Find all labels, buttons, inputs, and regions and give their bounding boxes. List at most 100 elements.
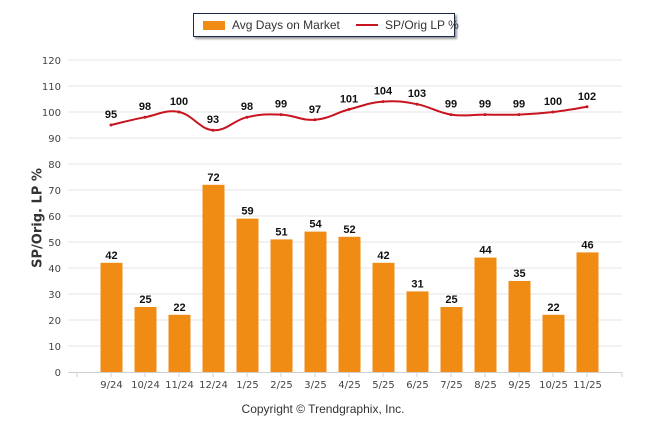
x-tick-label: 4/25 [338,380,360,391]
bar [542,314,565,372]
line-data-label: 99 [445,99,457,111]
line-point [381,100,385,104]
x-tick-label: 9/24 [100,380,122,391]
x-tick-label: 5/25 [372,380,394,391]
bar [406,291,429,372]
line-point [313,118,317,122]
line-point [211,128,215,132]
bar [372,262,395,372]
line-data-label: 95 [105,109,117,121]
y-tick-label: 90 [48,134,61,145]
bar [100,262,123,372]
y-tick-label: 100 [42,108,61,119]
line-point [143,115,147,119]
x-tick-label: 3/25 [304,380,326,391]
line-data-label: 101 [340,93,358,105]
x-tick-label: 9/25 [508,380,530,391]
bar-data-label: 25 [139,294,151,306]
legend-line-swatch [356,24,378,26]
x-tick-label: 6/25 [406,380,428,391]
bar-data-label: 51 [275,226,287,238]
line-point [483,113,487,117]
line-data-labels: 95 98 100 93 98 99 97 101 104 103 99 99 99 100 102 [105,86,596,127]
line-data-label: 97 [309,104,321,116]
line-point [449,113,453,117]
bar-data-labels: 42 25 22 72 59 51 54 52 42 31 25 44 35 22 46 [105,172,593,314]
bar [338,236,361,372]
bar [508,281,531,372]
line-point [279,113,283,117]
y-tick-label: 20 [48,316,61,327]
legend-line-label: SP/Orig LP % [385,18,459,32]
bar [270,239,293,372]
line-point [551,110,555,114]
line-point [585,105,589,109]
line-data-label: 99 [479,99,491,111]
bar [474,257,497,372]
x-tick-label: 11/24 [165,380,194,391]
line-point [177,110,181,114]
line-data-label: 98 [241,101,253,113]
line-series [109,100,589,132]
legend: Avg Days on Market SP/Orig LP % [193,13,459,37]
bar-data-label: 44 [479,245,492,257]
bar-data-label: 31 [411,278,423,290]
bar-data-label: 25 [445,294,457,306]
bar-data-label: 35 [513,268,525,280]
bar [202,184,225,372]
bar [236,218,259,372]
line-point [109,123,113,127]
copyright-text: Copyright © Trendgraphix, Inc. [241,402,405,416]
bar-data-label: 54 [309,219,322,231]
bar [576,252,599,372]
line-point [517,113,521,117]
y-tick-label: 0 [55,368,61,379]
y-tick-label: 50 [48,238,61,249]
bar-data-label: 59 [241,206,253,218]
bar-series [100,184,599,372]
line-data-label: 100 [170,96,188,108]
line-data-label: 104 [374,86,393,98]
line-data-label: 99 [513,99,525,111]
y-axis-title: SP/Orig. LP % [30,168,46,268]
bar-data-label: 42 [377,250,389,262]
x-tick-label: 10/25 [539,380,568,391]
x-axis: 9/24 10/24 11/24 12/24 1/25 2/25 3/25 4/25 5/25 6… [68,372,623,391]
x-tick-label: 10/24 [131,380,160,391]
line-data-label: 99 [275,99,287,111]
y-tick-label: 80 [48,160,61,171]
bar-data-label: 52 [343,224,355,236]
y-tick-label: 40 [48,264,61,275]
x-tick-label: 1/25 [236,380,258,391]
bar-data-label: 42 [105,250,117,262]
x-tick-label: 8/25 [474,380,496,391]
bar [440,307,463,372]
bar [168,314,191,372]
line-data-label: 93 [207,114,219,126]
bar-data-label: 22 [547,302,559,314]
line-point [245,115,249,119]
line-data-label: 103 [408,88,426,100]
bar-data-label: 46 [581,239,593,251]
y-tick-label: 70 [48,186,61,197]
y-tick-label: 30 [48,290,61,301]
y-axis-ticks: 0 10 20 30 40 50 60 70 80 90 100 110 120 [42,56,61,379]
y-tick-label: 10 [48,342,61,353]
line-data-label: 102 [578,91,596,103]
x-tick-label: 7/25 [440,380,462,391]
bar [134,307,157,372]
x-tick-label: 12/24 [199,380,228,391]
y-tick-label: 120 [42,56,61,67]
bar-data-label: 22 [173,302,185,314]
legend-bar-label: Avg Days on Market [232,18,340,32]
y-tick-label: 60 [48,212,61,223]
bar-data-label: 72 [207,172,219,184]
line-point [347,107,351,111]
bar [304,231,327,372]
y-tick-label: 110 [42,82,61,93]
line-data-label: 100 [544,96,562,108]
line-point [415,102,419,106]
legend-bar-swatch [203,21,225,30]
x-tick-label: 2/25 [270,380,292,391]
